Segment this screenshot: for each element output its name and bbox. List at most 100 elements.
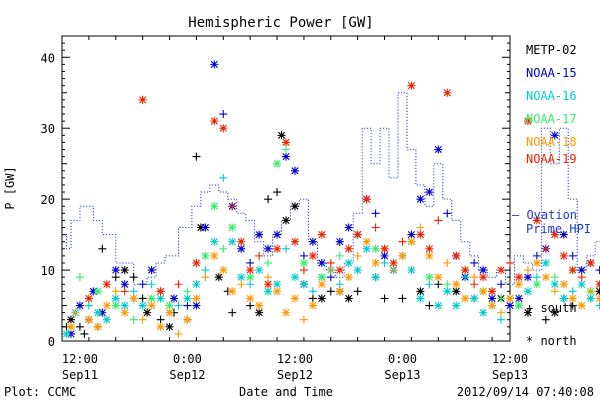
data-point-north <box>273 280 282 289</box>
data-point-north <box>559 251 568 260</box>
data-point-south <box>532 251 541 260</box>
data-point-south <box>246 258 255 267</box>
chart-title: Hemispheric Power [GW] <box>188 15 373 31</box>
series-noaa19 <box>84 81 600 303</box>
y-axis-label: P [GW] <box>3 166 17 209</box>
series-noaa17 <box>75 145 595 324</box>
data-point-south <box>541 315 550 324</box>
data-point-south <box>138 280 147 289</box>
data-point-south <box>425 301 434 310</box>
data-point-north <box>317 273 326 282</box>
data-point-north <box>156 294 165 303</box>
data-point-north <box>264 280 273 289</box>
data-point-north <box>210 237 219 246</box>
data-point-south <box>264 273 273 282</box>
data-point-north <box>443 88 452 97</box>
data-point-north <box>93 308 102 317</box>
series-noaa15 <box>66 60 600 338</box>
data-point-south <box>398 237 407 246</box>
data-point-north <box>416 287 425 296</box>
data-point-north <box>156 322 165 331</box>
x-tick-date-label: Sep12 <box>169 368 205 382</box>
data-point-south <box>80 329 89 338</box>
data-point-north <box>282 216 290 225</box>
data-point-north <box>147 266 156 275</box>
data-point-north <box>290 166 299 175</box>
data-point-south <box>174 301 183 310</box>
data-point-north <box>425 251 434 260</box>
data-point-north <box>308 237 317 246</box>
data-point-north <box>416 294 425 303</box>
legend-item-noaa18: NOAA-18 <box>526 135 577 149</box>
data-point-north <box>156 287 165 296</box>
data-point-north <box>165 308 174 317</box>
legend-marker-south: + south <box>526 301 577 315</box>
data-point-north <box>192 280 201 289</box>
data-point-north <box>317 230 326 239</box>
data-point-south <box>434 280 443 289</box>
data-point-north <box>568 266 577 275</box>
data-point-south <box>497 280 506 289</box>
data-point-north <box>255 266 264 275</box>
data-point-north <box>550 230 559 239</box>
data-point-north <box>299 258 308 267</box>
data-point-north <box>66 322 75 331</box>
data-point-north <box>75 301 84 310</box>
data-point-north <box>452 287 461 296</box>
data-point-north <box>479 308 488 317</box>
data-point-north <box>523 273 532 282</box>
data-point-south <box>568 251 577 260</box>
data-point-north <box>290 294 299 303</box>
data-point-south <box>326 258 335 267</box>
data-point-south <box>380 258 389 267</box>
data-point-north <box>550 308 559 317</box>
data-point-north <box>196 223 205 232</box>
data-point-south <box>299 315 308 324</box>
y-tick-label: 0 <box>48 335 55 349</box>
data-point-south <box>568 287 577 296</box>
data-point-north <box>210 60 219 69</box>
data-point-south <box>282 145 290 154</box>
data-point-north <box>120 266 129 275</box>
data-point-south <box>98 244 107 253</box>
legend-ovation-line2: Prime HPI <box>526 222 591 236</box>
data-point-north <box>523 287 532 296</box>
data-point-south <box>129 287 138 296</box>
data-point-north <box>183 315 192 324</box>
data-point-south <box>192 152 201 161</box>
legend-ovation-line1: — Ovation <box>512 208 577 222</box>
data-point-north <box>344 294 353 303</box>
data-point-south <box>246 280 255 289</box>
data-point-south <box>255 251 264 260</box>
data-point-south <box>586 287 595 296</box>
data-point-north <box>452 280 461 289</box>
data-point-north <box>255 230 264 239</box>
data-point-north <box>506 294 514 303</box>
data-point-north <box>461 266 470 275</box>
data-point-north <box>452 251 461 260</box>
data-point-south <box>228 308 237 317</box>
data-point-south <box>75 322 84 331</box>
data-point-south <box>84 301 93 310</box>
data-point-north <box>317 258 326 267</box>
data-point-south <box>335 280 344 289</box>
data-point-north <box>62 329 71 338</box>
data-point-south <box>443 209 452 218</box>
data-point-south <box>273 188 282 197</box>
data-point-north <box>532 280 541 289</box>
data-point-north <box>273 230 282 239</box>
data-point-north <box>273 287 282 296</box>
data-point-north <box>165 322 174 331</box>
data-point-north <box>407 237 416 246</box>
data-point-north <box>89 287 98 296</box>
data-point-south <box>470 258 479 267</box>
data-point-north <box>66 329 75 338</box>
data-point-north <box>353 230 362 239</box>
ovation-hpi-series <box>62 92 600 285</box>
data-point-south <box>380 294 389 303</box>
data-point-north <box>523 308 532 317</box>
data-point-north <box>192 258 201 267</box>
data-point-north <box>595 280 600 289</box>
legend: METP-02 NOAA-15 NOAA-16 NOAA-17 NOAA-18 … <box>512 43 591 348</box>
